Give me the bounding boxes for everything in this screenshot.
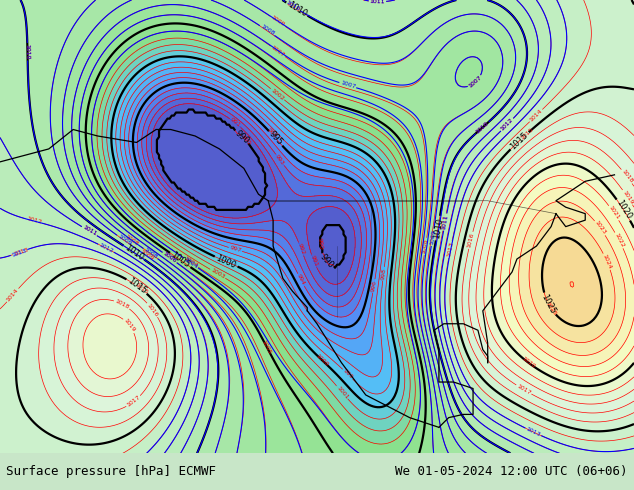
Text: 1015: 1015	[508, 130, 530, 151]
Text: 1010: 1010	[432, 217, 444, 239]
Text: 991: 991	[229, 117, 242, 129]
Text: 1011: 1011	[441, 214, 448, 230]
Text: 1010: 1010	[122, 243, 145, 262]
Text: We 01-05-2024 12:00 UTC (06+06): We 01-05-2024 12:00 UTC (06+06)	[395, 465, 628, 478]
Text: 990: 990	[318, 253, 335, 270]
Text: 1010: 1010	[285, 0, 308, 19]
Text: 1013: 1013	[13, 247, 29, 257]
Text: 993: 993	[275, 153, 285, 166]
Text: 1020: 1020	[614, 198, 633, 221]
Text: 1019: 1019	[122, 318, 136, 333]
Text: 992: 992	[297, 243, 306, 255]
Text: 1025: 1025	[540, 293, 557, 316]
Text: 1016: 1016	[467, 232, 475, 248]
Text: Surface pressure [hPa] ECMWF: Surface pressure [hPa] ECMWF	[6, 465, 216, 478]
Text: 1014: 1014	[6, 288, 20, 303]
Text: 990: 990	[240, 134, 252, 146]
Text: 1004: 1004	[183, 256, 198, 270]
Text: 1005: 1005	[169, 250, 191, 270]
Text: 1010: 1010	[475, 121, 489, 135]
Text: 1007: 1007	[468, 75, 483, 89]
Text: 1014: 1014	[529, 108, 543, 123]
Text: 1016: 1016	[146, 302, 159, 318]
Text: 997: 997	[229, 245, 242, 253]
Text: 994: 994	[296, 273, 306, 286]
Text: 1009: 1009	[116, 234, 132, 247]
Text: 1008: 1008	[143, 247, 158, 260]
Text: 1015: 1015	[519, 127, 534, 141]
Text: 1025: 1025	[545, 301, 558, 317]
Text: 990: 990	[233, 128, 250, 146]
Text: 1008: 1008	[259, 24, 275, 37]
Text: 1011: 1011	[441, 214, 449, 230]
Text: 1019: 1019	[621, 189, 634, 205]
Text: 1009: 1009	[270, 15, 285, 28]
Text: 1017: 1017	[126, 395, 141, 408]
Text: 1000: 1000	[215, 253, 238, 270]
Text: 1000: 1000	[315, 353, 330, 368]
Text: 1023: 1023	[593, 220, 607, 236]
Text: 1006: 1006	[162, 251, 178, 264]
Text: 1007: 1007	[340, 80, 356, 90]
Text: 1012: 1012	[26, 217, 42, 225]
Text: 1012: 1012	[500, 118, 514, 132]
Text: 1009: 1009	[429, 229, 436, 245]
Text: 1015: 1015	[133, 282, 149, 296]
Text: 1008: 1008	[422, 238, 429, 254]
Text: 1013: 1013	[446, 241, 455, 258]
Text: 996: 996	[370, 280, 377, 292]
Text: 1021: 1021	[607, 205, 621, 221]
Text: 1012: 1012	[98, 243, 114, 254]
Text: 1007: 1007	[270, 45, 285, 58]
Text: 1008: 1008	[124, 234, 139, 247]
Text: 1007: 1007	[468, 75, 483, 89]
Text: 1010: 1010	[25, 44, 30, 59]
Text: 1024: 1024	[602, 253, 612, 270]
Text: 998: 998	[380, 268, 387, 280]
Text: 1011: 1011	[370, 0, 385, 4]
Text: 1011: 1011	[370, 0, 385, 4]
Text: 995: 995	[267, 129, 284, 147]
Text: 990: 990	[317, 237, 323, 249]
Text: 1005: 1005	[261, 339, 273, 355]
Text: 1009: 1009	[138, 249, 154, 262]
Text: 1010: 1010	[285, 0, 301, 13]
Text: 1018: 1018	[620, 169, 633, 184]
Text: 1010: 1010	[25, 44, 30, 59]
Text: 1011: 1011	[81, 225, 97, 237]
Text: 1010: 1010	[285, 0, 301, 12]
Text: 1013: 1013	[525, 426, 541, 438]
Text: 1003: 1003	[210, 268, 226, 280]
Text: 1010: 1010	[475, 121, 489, 135]
Text: 991: 991	[309, 255, 318, 268]
Text: 1011: 1011	[81, 225, 97, 237]
Text: 995: 995	[266, 128, 277, 140]
Text: 1015: 1015	[126, 276, 148, 295]
Text: 1001: 1001	[335, 385, 349, 400]
Text: 999: 999	[342, 368, 354, 380]
Text: 1002: 1002	[270, 87, 285, 101]
Text: 1006: 1006	[162, 251, 178, 264]
Text: 1018: 1018	[114, 298, 130, 310]
Text: 1013: 1013	[11, 247, 27, 257]
Text: 1022: 1022	[613, 232, 625, 248]
Text: 1004: 1004	[183, 256, 198, 269]
Text: 1017: 1017	[515, 384, 532, 396]
Text: 1012: 1012	[500, 118, 514, 132]
Text: 1020: 1020	[521, 356, 536, 369]
